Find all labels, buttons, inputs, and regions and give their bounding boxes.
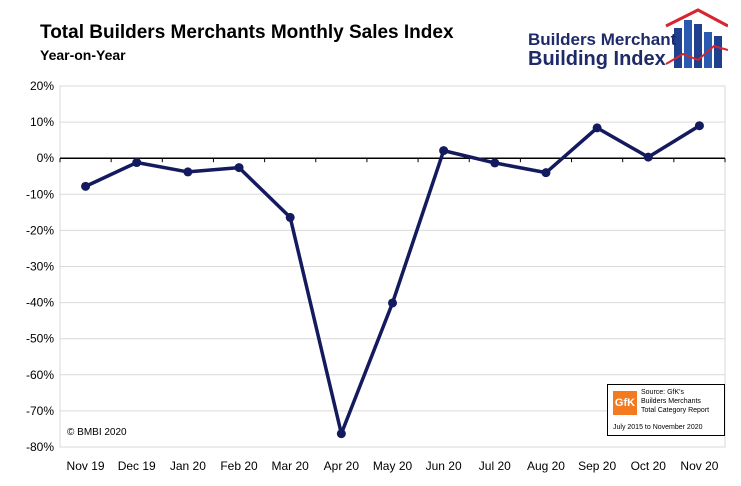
y-tick-label: -30% — [26, 260, 54, 274]
data-point — [541, 168, 551, 178]
x-tick-label: Mar 20 — [272, 459, 310, 473]
chart-title: Total Builders Merchants Monthly Sales I… — [40, 22, 454, 43]
y-tick-label: -70% — [26, 404, 54, 418]
y-tick-label: -40% — [26, 296, 54, 310]
logo-line2: Building Index — [528, 48, 666, 70]
data-point — [490, 158, 500, 168]
x-tick-label: Apr 20 — [324, 459, 360, 473]
y-tick-label: -60% — [26, 368, 54, 382]
data-point — [388, 298, 397, 308]
copyright-text: © BMBI 2020 — [67, 427, 127, 438]
y-tick-label: 0% — [37, 151, 55, 165]
data-point — [132, 158, 142, 168]
source-line1: Source: GfK's — [641, 389, 684, 396]
source-text: Source: GfK's Builders Merchants Total C… — [641, 388, 709, 415]
x-tick-label: Nov 20 — [680, 459, 718, 473]
bmbi-logo: Builders Merchant Building Index — [528, 6, 728, 76]
gfk-logo: GfK — [613, 391, 637, 415]
house-bar-chart-icon — [665, 8, 728, 68]
data-point — [592, 123, 602, 133]
y-tick-label: -10% — [26, 187, 54, 201]
y-tick-label: -20% — [26, 223, 54, 237]
x-tick-label: Jul 20 — [479, 459, 511, 473]
x-tick-label: Nov 19 — [67, 459, 105, 473]
data-point — [285, 212, 295, 222]
data-point — [643, 152, 653, 162]
x-tick-label: May 20 — [373, 459, 413, 473]
y-tick-label: 20% — [30, 79, 54, 93]
data-point — [234, 163, 244, 173]
data-point — [81, 181, 91, 191]
x-tick-label: Jan 20 — [170, 459, 206, 473]
x-tick-label: Sep 20 — [578, 459, 616, 473]
source-line2: Builders Merchants — [641, 398, 701, 405]
x-tick-label: Aug 20 — [527, 459, 565, 473]
y-tick-label: -50% — [26, 332, 54, 346]
x-tick-label: Feb 20 — [220, 459, 258, 473]
source-line4: July 2015 to November 2020 — [613, 424, 703, 431]
data-point — [183, 167, 193, 177]
logo-line1: Builders Merchant — [528, 30, 677, 49]
source-line3: Total Category Report — [641, 407, 710, 414]
data-point — [336, 429, 346, 439]
source-box: GfK Source: GfK's Builders Merchants Tot… — [607, 384, 725, 436]
x-tick-label: Dec 19 — [118, 459, 156, 473]
x-tick-label: Oct 20 — [631, 459, 667, 473]
y-tick-label: 10% — [30, 115, 54, 129]
chart-subtitle: Year-on-Year — [40, 47, 126, 63]
data-point — [694, 121, 704, 131]
y-tick-label: -80% — [26, 440, 54, 454]
x-tick-label: Jun 20 — [426, 459, 462, 473]
data-point — [439, 146, 449, 156]
